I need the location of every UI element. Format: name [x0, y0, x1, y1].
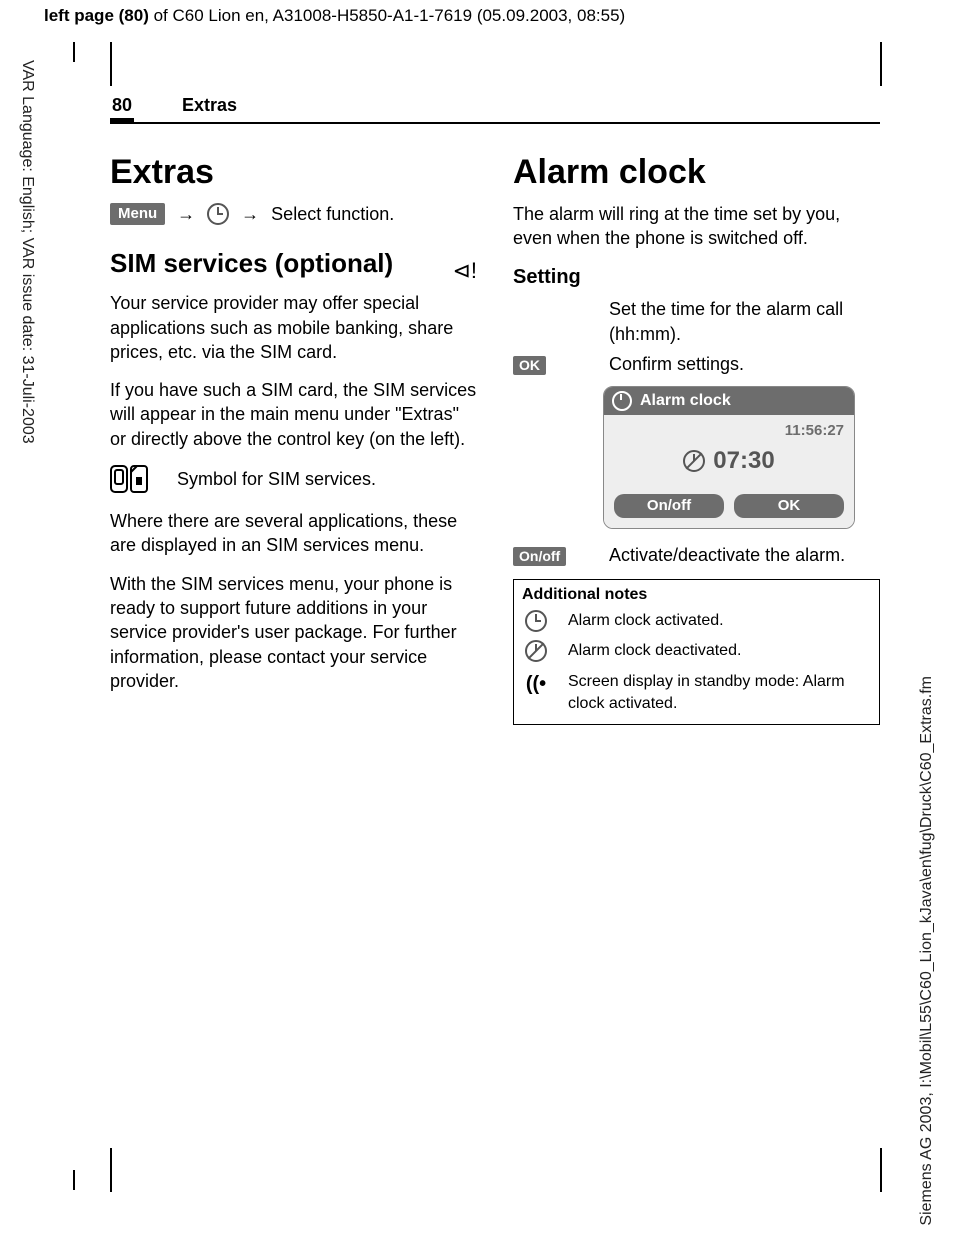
alarm-time-value: 07:30 [713, 445, 774, 477]
clock-icon [612, 391, 632, 411]
crop-tick [73, 42, 75, 62]
row-onoff: On/off Activate/deactivate the alarm. [513, 543, 880, 567]
phone-alarm-time: 07:30 [614, 445, 844, 477]
softkey-ok: OK [734, 494, 844, 518]
onoff-text: Activate/deactivate the alarm. [609, 543, 880, 567]
crop-tick [110, 1148, 112, 1192]
paragraph: Your service provider may offer special … [110, 291, 477, 364]
page-number: 80 [110, 95, 134, 124]
softkey-onoff: On/off [614, 494, 724, 518]
alarm-off-icon [522, 640, 550, 669]
sim-symbol-text: Symbol for SIM services. [177, 469, 376, 489]
paragraph: Where there are several applications, th… [110, 509, 477, 558]
crop-tick [73, 1170, 75, 1190]
side-note-right: Siemens AG 2003, I:\Mobil\L55\C60_Lion_k… [918, 676, 936, 1226]
note-text: Screen display in standby mode: Alarm cl… [568, 671, 871, 714]
ok-key: OK [513, 356, 546, 375]
running-head: 80 Extras [110, 95, 880, 124]
ok-text: Confirm settings. [609, 352, 880, 376]
sim-services-icon [110, 465, 150, 495]
arrow-icon: → [177, 202, 195, 226]
crop-mark-header: left page (80) of C60 Lion en, A31008-H5… [44, 6, 625, 26]
additional-notes-box: Additional notes Alarm clock activated. … [513, 579, 880, 725]
alarm-off-icon [683, 450, 705, 472]
clock-icon [207, 203, 229, 225]
standby-alarm-icon: ((• [522, 671, 550, 698]
menu-button: Menu [110, 203, 165, 225]
side-note-left: VAR Language: English; VAR issue date: 3… [18, 60, 36, 444]
row-set-time: Set the time for the alarm call (hh:mm). [513, 297, 880, 346]
page-content: 80 Extras Extras Menu → → Select functio… [110, 95, 880, 725]
provider-icon: ⊲! [452, 256, 477, 286]
heading-sim-services: SIM services (optional) [110, 246, 393, 281]
crop-tick [880, 1148, 882, 1192]
crop-tick [110, 42, 112, 86]
heading-setting: Setting [513, 264, 880, 291]
left-column: Extras Menu → → Select function. SIM ser… [110, 142, 477, 725]
row-ok: OK Confirm settings. [513, 352, 880, 376]
onoff-label: On/off [513, 543, 591, 567]
phone-clock-small: 11:56:27 [614, 421, 844, 441]
ok-label: OK [513, 352, 591, 376]
paragraph: With the SIM services menu, your phone i… [110, 572, 477, 693]
note-text: Alarm clock deactivated. [568, 640, 871, 662]
running-title: Extras [182, 95, 237, 116]
phone-title: Alarm clock [640, 390, 731, 412]
phone-body: 11:56:27 07:30 On/off OK [604, 415, 854, 528]
crop-prefix: left page (80) [44, 6, 149, 25]
note-row: Alarm clock activated. [522, 610, 871, 639]
menu-text: Select function. [271, 202, 394, 226]
paragraph: If you have such a SIM card, the SIM ser… [110, 378, 477, 451]
sim-symbol-row: Symbol for SIM services. [110, 465, 477, 495]
heading-extras: Extras [110, 150, 477, 196]
alarm-on-icon [522, 610, 550, 639]
sim-services-heading-row: SIM services (optional) ⊲! [110, 236, 477, 285]
phone-softkeys: On/off OK [614, 494, 844, 518]
heading-alarm-clock: Alarm clock [513, 150, 880, 196]
paragraph: The alarm will ring at the time set by y… [513, 202, 880, 251]
crop-rest: of C60 Lion en, A31008-H5850-A1-1-7619 (… [149, 6, 625, 25]
menu-path: Menu → → Select function. [110, 202, 477, 226]
notes-title: Additional notes [522, 584, 871, 606]
note-row: ((• Screen display in standby mode: Alar… [522, 671, 871, 714]
note-row: Alarm clock deactivated. [522, 640, 871, 669]
crop-tick [880, 42, 882, 86]
arrow-icon: → [241, 202, 259, 226]
onoff-key: On/off [513, 547, 566, 566]
note-text: Alarm clock activated. [568, 610, 871, 632]
set-time-text: Set the time for the alarm call (hh:mm). [609, 297, 880, 346]
phone-titlebar: Alarm clock [604, 387, 854, 415]
right-column: Alarm clock The alarm will ring at the t… [513, 142, 880, 725]
phone-screen: Alarm clock 11:56:27 07:30 On/off OK [603, 386, 855, 528]
